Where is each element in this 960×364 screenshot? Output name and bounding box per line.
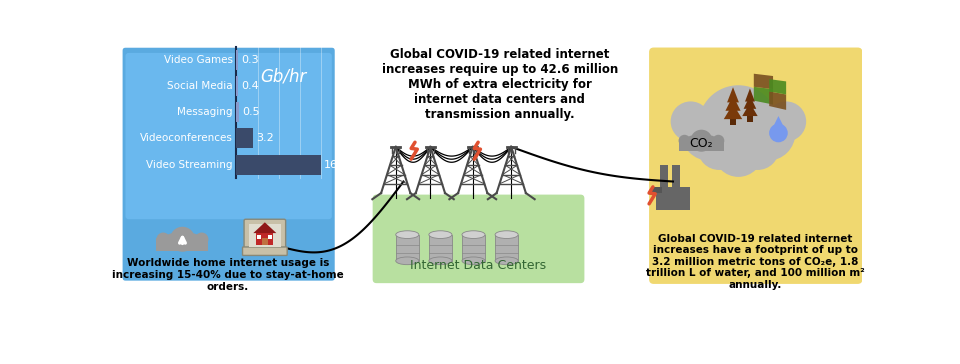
Text: Video Streaming: Video Streaming bbox=[146, 159, 232, 170]
Bar bbox=[236, 76, 238, 96]
Polygon shape bbox=[745, 88, 755, 102]
Circle shape bbox=[703, 136, 718, 151]
Bar bbox=[396, 235, 419, 261]
Text: Messaging: Messaging bbox=[177, 107, 232, 117]
FancyBboxPatch shape bbox=[244, 219, 286, 252]
Ellipse shape bbox=[495, 231, 518, 238]
Text: Gb/hr: Gb/hr bbox=[260, 68, 306, 86]
Text: 16.0: 16.0 bbox=[324, 159, 348, 170]
FancyBboxPatch shape bbox=[243, 247, 287, 256]
Polygon shape bbox=[253, 222, 276, 233]
Text: 3.2: 3.2 bbox=[256, 133, 275, 143]
Polygon shape bbox=[726, 96, 740, 111]
Circle shape bbox=[184, 233, 202, 251]
Bar bbox=[262, 238, 268, 245]
Ellipse shape bbox=[495, 257, 518, 265]
Text: 0.4: 0.4 bbox=[242, 81, 259, 91]
Text: 0.5: 0.5 bbox=[242, 107, 260, 117]
Bar bbox=[236, 50, 238, 70]
Text: Global COVID-19 related internet
increases have a footprint of up to
3.2 million: Global COVID-19 related internet increas… bbox=[646, 234, 865, 290]
Circle shape bbox=[163, 233, 180, 251]
Ellipse shape bbox=[429, 257, 452, 265]
Circle shape bbox=[713, 128, 763, 177]
Bar bbox=[236, 102, 239, 122]
Text: CO₂: CO₂ bbox=[689, 136, 713, 150]
FancyBboxPatch shape bbox=[121, 46, 336, 282]
Polygon shape bbox=[771, 116, 785, 130]
FancyBboxPatch shape bbox=[649, 48, 862, 284]
Bar bbox=[236, 155, 321, 175]
Bar bbox=[495, 235, 518, 261]
Ellipse shape bbox=[462, 257, 485, 265]
Polygon shape bbox=[754, 87, 773, 104]
Polygon shape bbox=[724, 104, 742, 119]
FancyBboxPatch shape bbox=[126, 53, 332, 219]
Polygon shape bbox=[754, 74, 773, 89]
Bar bbox=[257, 236, 261, 239]
Bar bbox=[730, 116, 736, 125]
Polygon shape bbox=[727, 87, 739, 102]
Ellipse shape bbox=[396, 257, 419, 265]
Circle shape bbox=[766, 102, 806, 142]
Bar bbox=[268, 236, 272, 239]
Text: Internet Data Centers: Internet Data Centers bbox=[410, 258, 546, 272]
Ellipse shape bbox=[462, 231, 485, 238]
Bar bbox=[656, 187, 690, 210]
Text: Global COVID-19 related internet
increases require up to 42.6 million
MWh of ext: Global COVID-19 related internet increas… bbox=[381, 48, 618, 121]
Bar bbox=[652, 187, 662, 193]
Circle shape bbox=[690, 130, 712, 152]
Ellipse shape bbox=[396, 231, 419, 238]
Circle shape bbox=[698, 85, 779, 165]
Text: Videoconferences: Videoconferences bbox=[139, 133, 232, 143]
Bar bbox=[660, 165, 667, 187]
Text: 0.3: 0.3 bbox=[241, 55, 258, 65]
Bar bbox=[672, 165, 680, 187]
Polygon shape bbox=[769, 91, 786, 110]
Bar bbox=[249, 224, 281, 247]
Text: Video Games: Video Games bbox=[163, 55, 232, 65]
Polygon shape bbox=[769, 79, 786, 95]
FancyBboxPatch shape bbox=[372, 195, 585, 283]
Text: Social Media: Social Media bbox=[167, 81, 232, 91]
Circle shape bbox=[671, 102, 710, 142]
Bar bbox=[429, 235, 452, 261]
Circle shape bbox=[698, 127, 741, 170]
Circle shape bbox=[684, 136, 700, 151]
Circle shape bbox=[682, 105, 737, 161]
Circle shape bbox=[736, 127, 780, 170]
Bar bbox=[462, 235, 485, 261]
Polygon shape bbox=[744, 96, 756, 109]
Circle shape bbox=[712, 135, 724, 147]
Text: Worldwide home internet usage is
increasing 15-40% due to stay-at-home
orders.: Worldwide home internet usage is increas… bbox=[112, 258, 344, 292]
Bar bbox=[747, 113, 753, 122]
Bar bbox=[236, 128, 253, 149]
Bar bbox=[256, 233, 274, 245]
Ellipse shape bbox=[429, 231, 452, 238]
Circle shape bbox=[769, 124, 788, 142]
Bar bbox=[156, 238, 208, 251]
Circle shape bbox=[679, 135, 690, 147]
Circle shape bbox=[740, 105, 796, 161]
Polygon shape bbox=[742, 103, 757, 116]
Bar bbox=[679, 140, 724, 151]
Circle shape bbox=[195, 233, 208, 246]
Circle shape bbox=[170, 227, 195, 252]
Circle shape bbox=[156, 233, 170, 246]
